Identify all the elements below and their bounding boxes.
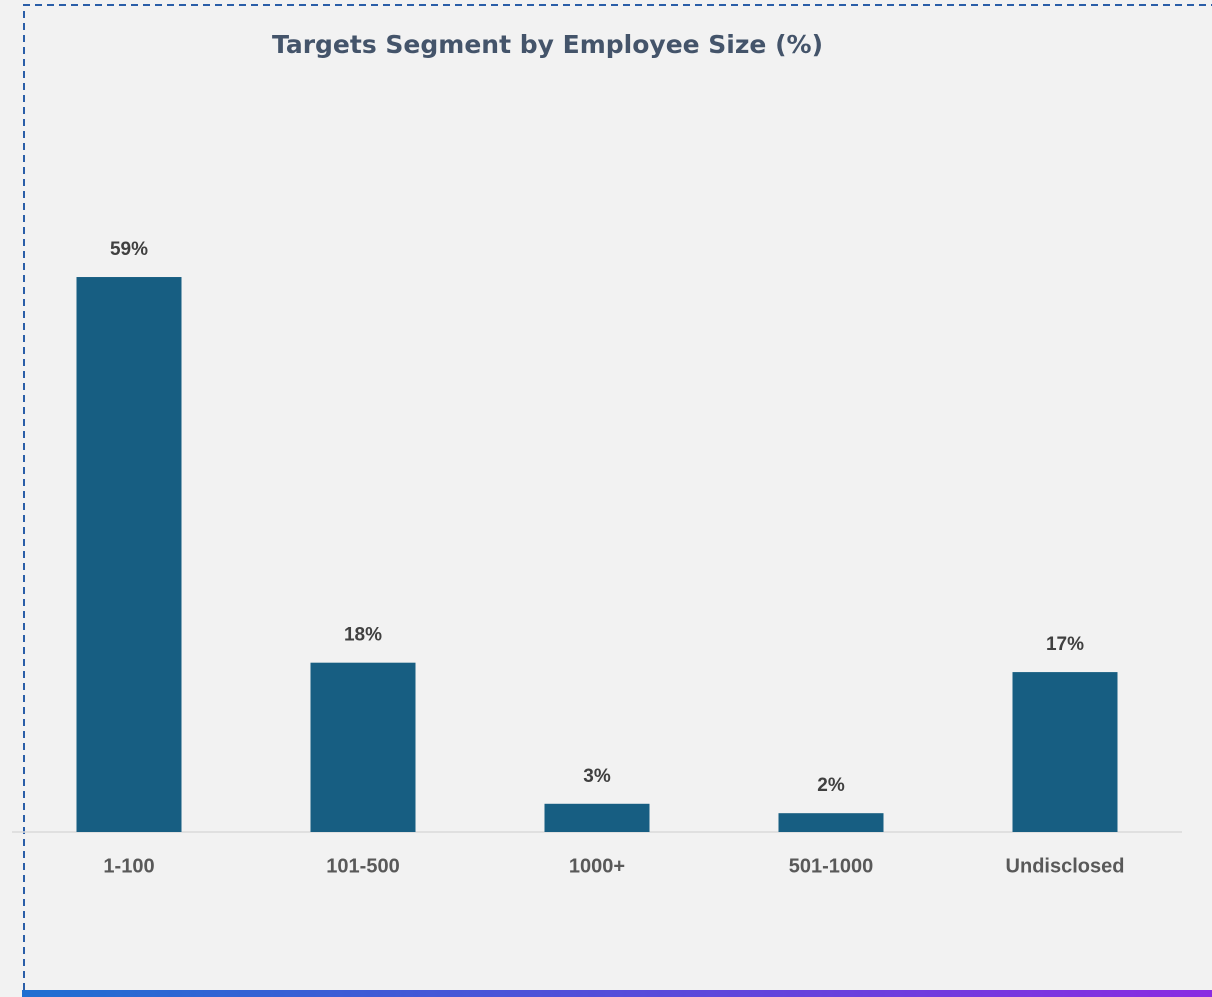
data-label: 18% [344,625,382,646]
x-tick-label: 101-500 [326,855,399,877]
data-label: 3% [583,766,611,787]
dashed-border [23,4,1212,990]
bottom-accent [22,990,1212,997]
x-tick-label: Undisclosed [1006,855,1125,877]
bar [778,813,884,832]
x-tick-label: 501-1000 [789,855,874,877]
x-tick-label: 1-100 [103,855,154,877]
x-tick-label: 1000+ [569,855,625,877]
data-label: 59% [110,239,148,260]
data-label: 2% [817,775,845,796]
chart-title: Targets Segment by Employee Size (%) [272,30,823,59]
bar [76,277,182,832]
data-label: 17% [1046,634,1084,655]
bar [310,662,416,832]
bar [1012,672,1118,832]
bar [544,803,650,832]
